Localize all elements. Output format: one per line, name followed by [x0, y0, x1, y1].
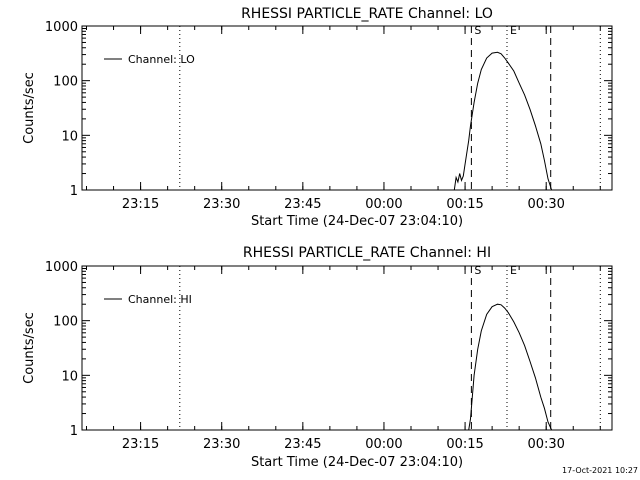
plot-timestamp: 17-Oct-2021 10:27	[562, 466, 638, 475]
plot-frame	[81, 265, 613, 431]
y-tick-label: 10	[61, 129, 78, 144]
y-axis-label: Counts/sec	[22, 72, 37, 144]
x-tick-label: 00:30	[527, 197, 564, 212]
x-axis-label: Start Time (24-Dec-07 23:04:10)	[251, 455, 463, 470]
x-tick-label: 23:15	[122, 197, 159, 212]
y-tick-label: 1	[70, 184, 78, 199]
x-tick-label: 00:00	[365, 437, 402, 452]
series-line-channel-hi	[468, 303, 553, 431]
x-tick-label: 23:30	[203, 197, 240, 212]
x-tick-label: 23:15	[122, 437, 159, 452]
chart-panel-1: RHESSI PARTICLE_RATE Channel: LO 1 10 100 10…	[22, 6, 613, 229]
y-tick-label: 1	[70, 424, 78, 439]
y-tick-label: 1000	[45, 20, 78, 35]
y-tick-label: 1000	[45, 260, 78, 275]
legend-label: Channel: LO	[128, 53, 195, 66]
y-axis-label: Counts/sec	[22, 312, 37, 384]
y-tick-label: 100	[53, 75, 78, 90]
plot-frame	[81, 25, 613, 191]
chart-title: RHESSI PARTICLE_RATE Channel: LO	[241, 6, 493, 22]
x-tick-label: 00:15	[446, 437, 483, 452]
x-axis-label: Start Time (24-Dec-07 23:04:10)	[251, 214, 463, 229]
x-tick-label: 23:45	[284, 197, 321, 212]
annotation-label-e: E	[510, 264, 517, 277]
annotation-label-s: S	[474, 24, 481, 37]
x-tick-label: 00:00	[365, 197, 402, 212]
chart-title: RHESSI PARTICLE_RATE Channel: HI	[243, 245, 491, 261]
x-tick-label: 23:30	[203, 437, 240, 452]
series-line-channel-lo	[453, 51, 553, 191]
y-tick-label: 100	[53, 315, 78, 330]
legend-label: Channel: HI	[128, 293, 192, 306]
annotation-label-s: S	[474, 264, 481, 277]
annotation-label-e: E	[510, 24, 517, 37]
x-tick-label: 23:45	[284, 437, 321, 452]
y-tick-label: 10	[61, 369, 78, 384]
x-tick-label: 00:30	[527, 437, 564, 452]
chart-panel-2: RHESSI PARTICLE_RATE Channel: HI 1 10 100 10…	[22, 245, 613, 470]
x-tick-label: 00:15	[446, 197, 483, 212]
